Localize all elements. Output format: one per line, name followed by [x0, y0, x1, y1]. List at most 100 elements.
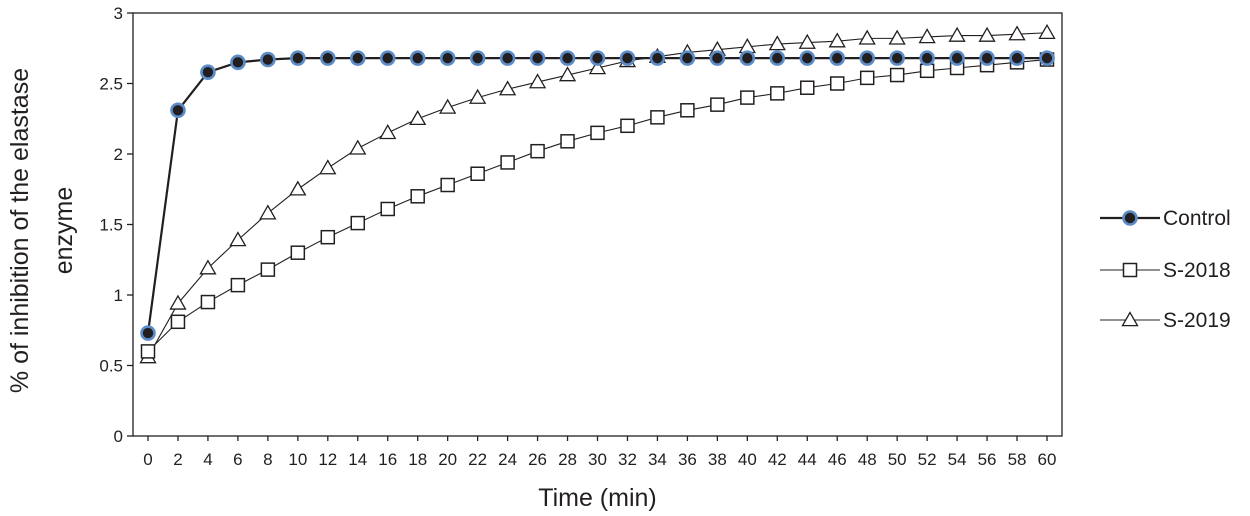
data-point-s-2018	[800, 80, 815, 95]
y-axis-ticks: 0 0.5 1 1.5 2 2.5 3	[99, 4, 133, 446]
data-point-control	[200, 64, 216, 81]
data-point-s-2018	[230, 277, 246, 293]
data-point-control	[859, 50, 876, 66]
x-tick-label: 20	[438, 450, 457, 469]
data-point-control	[439, 50, 456, 66]
data-point-s-2019	[828, 32, 846, 48]
data-point-control	[619, 50, 636, 66]
x-tick-label: 24	[498, 450, 517, 469]
y-tick-label: 1.5	[99, 216, 123, 235]
data-point-s-2019	[888, 29, 906, 45]
data-point-s-2018	[650, 110, 665, 125]
data-point-s-2019	[498, 80, 517, 96]
data-point-s-2018	[140, 344, 156, 359]
data-point-control	[170, 102, 186, 119]
x-tick-label: 0	[143, 450, 152, 469]
data-point-s-2018	[290, 245, 306, 260]
data-point-s-2018	[710, 97, 725, 112]
data-point-s-2019	[379, 124, 397, 140]
x-tick-label: 60	[1038, 450, 1057, 469]
data-point-control	[649, 50, 666, 66]
data-point-control	[559, 50, 576, 66]
data-point-s-2019	[229, 231, 247, 247]
y-tick-label: 3	[114, 4, 123, 23]
x-tick-label: 12	[318, 450, 337, 469]
y-axis-title-line-1: % of inhibition of the elastase	[6, 68, 34, 393]
x-tick-label: 26	[528, 450, 547, 469]
data-point-control	[469, 50, 486, 66]
legend-label-s-2019: S-2019	[1163, 309, 1231, 332]
data-point-control	[1009, 50, 1025, 66]
data-point-s-2019	[558, 66, 577, 82]
legend-label-control: Control	[1163, 207, 1231, 230]
legend-item-control: Control	[1100, 207, 1231, 230]
legend-item-s-2018: S-2018	[1100, 259, 1231, 282]
data-point-s-2018	[620, 118, 635, 134]
x-axis-ticks: 0 2 4 6 8 10 12 14 16 18 20 22 24 26 28 30 32 34 36 38 40 42 4…	[143, 436, 1056, 469]
x-tick-label: 54	[948, 450, 967, 469]
data-point-s-2018	[530, 143, 545, 159]
data-point-s-2019	[319, 159, 337, 175]
axes-group: 00.511.522.53 0 2 4 6 8 10 12 14 16 18 20 22 24 26 28 3…	[99, 4, 1063, 469]
y-tick-label: 0.5	[99, 357, 123, 376]
x-tick-label: 16	[378, 450, 397, 469]
data-point-control	[319, 50, 336, 66]
data-point-control	[260, 51, 276, 68]
series-line-s-2018	[147, 58, 1048, 352]
data-point-s-2019	[978, 26, 996, 42]
data-point-s-2018	[380, 201, 395, 217]
data-point-s-2019	[409, 109, 427, 126]
data-point-s-2019	[948, 26, 966, 42]
x-tick-label: 34	[648, 450, 667, 469]
data-point-s-2018	[350, 215, 366, 231]
data-point-control	[889, 50, 905, 66]
data-point-control	[829, 50, 846, 66]
legend: Control S-2018 S-2019	[1100, 207, 1231, 332]
data-point-control	[589, 50, 606, 66]
data-point-control	[1039, 50, 1055, 66]
x-tick-label: 56	[978, 450, 997, 469]
legend-marker-s-2018	[1122, 262, 1138, 278]
data-point-control	[799, 50, 816, 66]
data-point-control	[379, 50, 396, 66]
y-axis-title-line-2: enzyme	[50, 187, 78, 275]
data-point-control	[409, 50, 426, 66]
x-tick-label: 8	[263, 450, 272, 469]
data-point-control	[979, 50, 995, 66]
data-point-control	[919, 50, 935, 66]
x-tick-label: 48	[858, 450, 877, 469]
data-point-control	[140, 325, 156, 341]
data-point-s-2019	[259, 204, 277, 220]
legend-marker-s-2019	[1121, 311, 1139, 327]
data-point-s-2018	[170, 314, 186, 330]
data-point-s-2018	[200, 294, 216, 310]
legend-item-s-2019: S-2019	[1100, 309, 1231, 332]
x-tick-label: 22	[468, 450, 487, 469]
series-line-control	[146, 57, 1047, 334]
data-point-control	[529, 50, 546, 66]
series-s-2018	[140, 52, 1055, 359]
data-point-s-2018	[680, 103, 695, 118]
x-tick-label: 28	[558, 450, 577, 469]
data-point-s-2018	[590, 125, 605, 141]
data-point-s-2019	[289, 180, 307, 196]
data-point-s-2019	[469, 88, 487, 104]
legend-marker-control	[1122, 210, 1138, 226]
data-point-s-2018	[500, 155, 515, 170]
data-point-s-2019	[588, 59, 607, 75]
data-point-s-2018	[410, 189, 425, 204]
x-tick-label: 4	[203, 450, 212, 469]
series-line-s-2019	[147, 32, 1048, 358]
x-tick-label: 2	[173, 450, 182, 469]
x-tick-label: 42	[768, 450, 787, 469]
data-point-control	[949, 50, 965, 66]
x-tick-label: 40	[738, 450, 757, 469]
data-point-control	[290, 50, 306, 66]
x-tick-label: 10	[288, 450, 307, 469]
data-point-s-2018	[889, 67, 905, 83]
data-point-s-2018	[560, 134, 575, 149]
legend-label-s-2018: S-2018	[1163, 259, 1231, 282]
data-point-s-2019	[349, 139, 367, 155]
data-point-s-2019	[439, 98, 457, 114]
